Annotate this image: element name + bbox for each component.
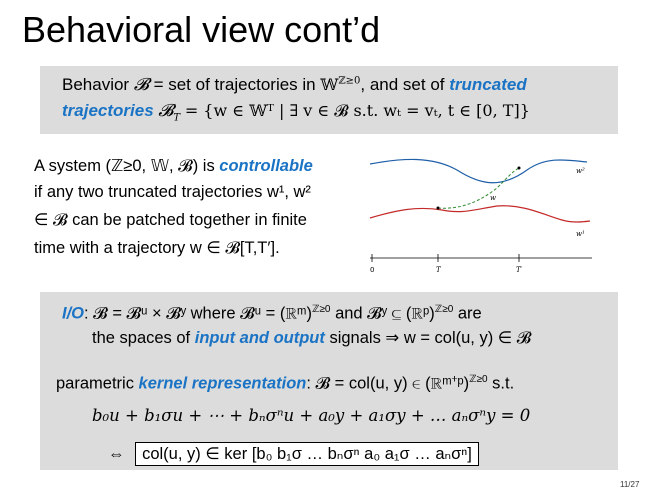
tick-label-T: T — [436, 266, 442, 274]
w-label: w — [490, 194, 496, 202]
w2-label: w² — [576, 167, 585, 175]
io-line2-a: the spaces of — [92, 329, 191, 347]
io-text-a: : 𝓑 = 𝓑ᵘ × 𝓑ʸ where 𝓑ᵘ = (ℝᵐ) — [84, 304, 312, 323]
controllability-line-2: if any two truncated trajectories w¹, w² — [34, 183, 311, 201]
io-text-c: are — [457, 304, 482, 323]
behavior-word: Behavior — [62, 75, 130, 94]
patch-end-point — [517, 166, 521, 170]
truncated-formula: = {w ∈ 𝕎ᵀ | ∃ v ∈ 𝓑 s.t. wₜ = vₜ, t ∈ [0… — [184, 101, 530, 120]
exponent: ℤ≥0 — [338, 75, 361, 87]
kernel-rep-text: col(u, y) ∈ ker [b₀ b₁σ … bₙσⁿ a₀ a₁σ … … — [142, 445, 472, 463]
kernel-rep-line: ⇔ col(u, y) ∈ ker [b₀ b₁σ … bₙσⁿ a₀ a₁σ … — [108, 442, 479, 466]
trajectory-w2-curve — [369, 158, 588, 184]
trajectory-w1-curve — [369, 205, 591, 223]
patch-curve — [437, 167, 520, 209]
definition-box: Behavior 𝓑 = set of trajectories in 𝕎ℤ≥0… — [40, 66, 618, 134]
controllability-line-3: ∈ 𝓑 can be patched together in finite — [34, 211, 307, 229]
page-title: Behavioral view cont’d — [22, 9, 381, 50]
kernel-highlight: kernel representation — [138, 374, 307, 393]
kernel-equation: b₀u + b₁σu + ⋯ + bₙσⁿu + a₀y + a₁σy + … … — [92, 406, 531, 425]
equals-set-text: = set of trajectories in — [153, 75, 316, 94]
io-line-1: I/O: 𝓑 = 𝓑ᵘ × 𝓑ʸ where 𝓑ᵘ = (ℝᵐ)ℤ≥0 and … — [62, 304, 482, 324]
param-b-text: : 𝓑 = col(u, y) ∈ (ℝᵐ⁺ᵖ) — [306, 374, 470, 393]
io-exp-2: ℤ≥0 — [434, 304, 454, 315]
behavior-definition: Behavior 𝓑 = set of trajectories in 𝕎ℤ≥0… — [62, 75, 527, 95]
system-text: A system (ℤ≥0, 𝕎, 𝓑) is — [34, 157, 215, 175]
io-line2-b: signals ⇒ w = col(u, y) ∈ 𝓑 — [329, 329, 532, 347]
controllable-highlight: controllable — [219, 157, 313, 175]
param-c-text: s.t. — [492, 374, 515, 393]
io-box: I/O: 𝓑 = 𝓑ᵘ × 𝓑ʸ where 𝓑ᵘ = (ℝᵐ)ℤ≥0 and … — [40, 292, 618, 470]
and-set-of-text: , and set of — [360, 75, 445, 94]
kr-exp: ℤ≥0 — [469, 374, 488, 385]
kernel-line: parametric kernel representation: 𝓑 = co… — [56, 374, 514, 394]
w1-label: w¹ — [576, 230, 585, 238]
controllability-line-1: A system (ℤ≥0, 𝕎, 𝓑) is controllable — [34, 156, 313, 176]
io-text-b: and 𝓑ʸ ⊆ (ℝᵖ) — [335, 304, 435, 323]
trajectory-patch-diagram: w² w w¹ 0 T T′ — [369, 158, 592, 274]
parametric-text: parametric — [56, 374, 134, 393]
patch-start-point — [436, 206, 440, 210]
truncated-highlight: truncated — [449, 75, 527, 94]
io-line-2: the spaces of input and output signals ⇒… — [92, 328, 531, 348]
kernel-rep-frame: col(u, y) ∈ ker [b₀ b₁σ … bₙσⁿ a₀ a₁σ … … — [135, 442, 479, 466]
io-exp-1: ℤ≥0 — [311, 304, 331, 315]
page-number: 11/27 — [620, 480, 640, 489]
io-highlight: I/O — [62, 304, 85, 323]
tick-label-Tprime: T′ — [516, 266, 523, 274]
tick-label-0: 0 — [370, 266, 374, 274]
controllability-line-4: time with a trajectory w ∈ 𝓑[T,T′]. — [34, 239, 280, 257]
truncated-definition: trajectories 𝓑T = {w ∈ 𝕎ᵀ | ∃ v ∈ 𝓑 s.t.… — [62, 101, 530, 124]
equiv-symbol: ⇔ — [108, 445, 125, 463]
io-signals-highlight: input and output — [194, 329, 325, 347]
trajectories-highlight: trajectories — [62, 101, 154, 120]
